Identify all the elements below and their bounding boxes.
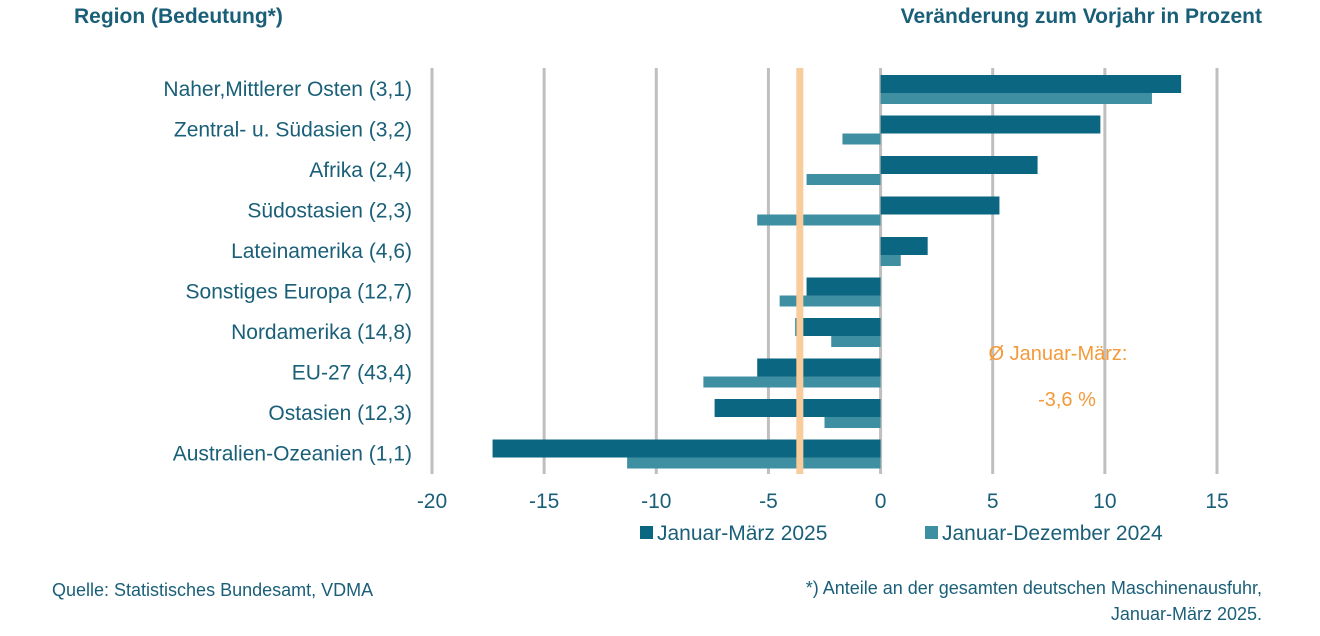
bar-series2 <box>880 93 1152 104</box>
legend-label-series1: Januar-März 2025 <box>657 522 827 545</box>
bar-series2 <box>779 295 881 307</box>
bar-series1 <box>880 75 1182 93</box>
footnote-line2: Januar-März 2025. <box>1110 604 1262 624</box>
source-note: Quelle: Statistisches Bundesamt, VDMA <box>52 580 374 600</box>
category-label: Sonstiges Europa (12,7) <box>186 281 412 304</box>
category-label: Lateinamerika (4,6) <box>231 240 412 263</box>
footnote: *) Anteile an der gesamten deutschen Mas… <box>806 575 1262 627</box>
bar-series1 <box>795 318 881 336</box>
average-line <box>796 68 804 474</box>
bar-series2 <box>824 417 881 428</box>
bar-series1 <box>757 358 881 377</box>
x-tick-label: -15 <box>529 490 559 513</box>
x-tick-label: 15 <box>1205 490 1228 513</box>
footnote-line1: *) Anteile an der gesamten deutschen Mas… <box>805 578 1262 598</box>
category-label: Südostasien (2,3) <box>247 200 412 223</box>
header-region: Region (Bedeutung*) <box>74 5 283 28</box>
category-label: Australien-Ozeanien (1,1) <box>173 443 412 466</box>
header-change: Veränderung zum Vorjahr in Prozent <box>900 5 1262 28</box>
bar-series2 <box>703 376 881 388</box>
category-label: Zentral- u. Südasien (3,2) <box>174 119 412 142</box>
x-tick-label: -20 <box>417 490 447 513</box>
x-tick-label: -5 <box>759 490 778 513</box>
legend-swatch-series1 <box>640 526 653 539</box>
bar-series2 <box>806 174 881 185</box>
bar-series2 <box>842 133 881 145</box>
bar-series1 <box>806 277 881 296</box>
average-label-line1: Ø Januar-März: <box>989 343 1128 365</box>
bar-series1 <box>880 237 928 255</box>
bar-series1 <box>492 439 881 458</box>
x-tick-label: 10 <box>1093 490 1116 513</box>
bar-series2 <box>831 336 881 347</box>
category-label: Ostasien (12,3) <box>268 402 412 425</box>
category-label: Nordamerika (14,8) <box>231 321 412 344</box>
bar-series1 <box>880 196 1000 215</box>
category-label: Afrika (2,4) <box>309 159 412 182</box>
bar-series2 <box>757 214 881 226</box>
bar-series2 <box>627 457 881 469</box>
average-label-line2: -3,6 % <box>1038 389 1096 411</box>
x-tick-label: -10 <box>641 490 671 513</box>
legend-swatch-series2 <box>925 526 938 539</box>
category-label: EU-27 (43,4) <box>292 362 412 385</box>
bar-series1 <box>880 115 1101 134</box>
category-label: Naher,Mittlerer Osten (3,1) <box>163 78 412 101</box>
x-tick-label: 0 <box>875 490 887 513</box>
x-tick-label: 5 <box>987 490 999 513</box>
bar-series2 <box>880 255 901 266</box>
bar-series1 <box>880 156 1038 174</box>
legend-label-series2: Januar-Dezember 2024 <box>942 522 1163 545</box>
